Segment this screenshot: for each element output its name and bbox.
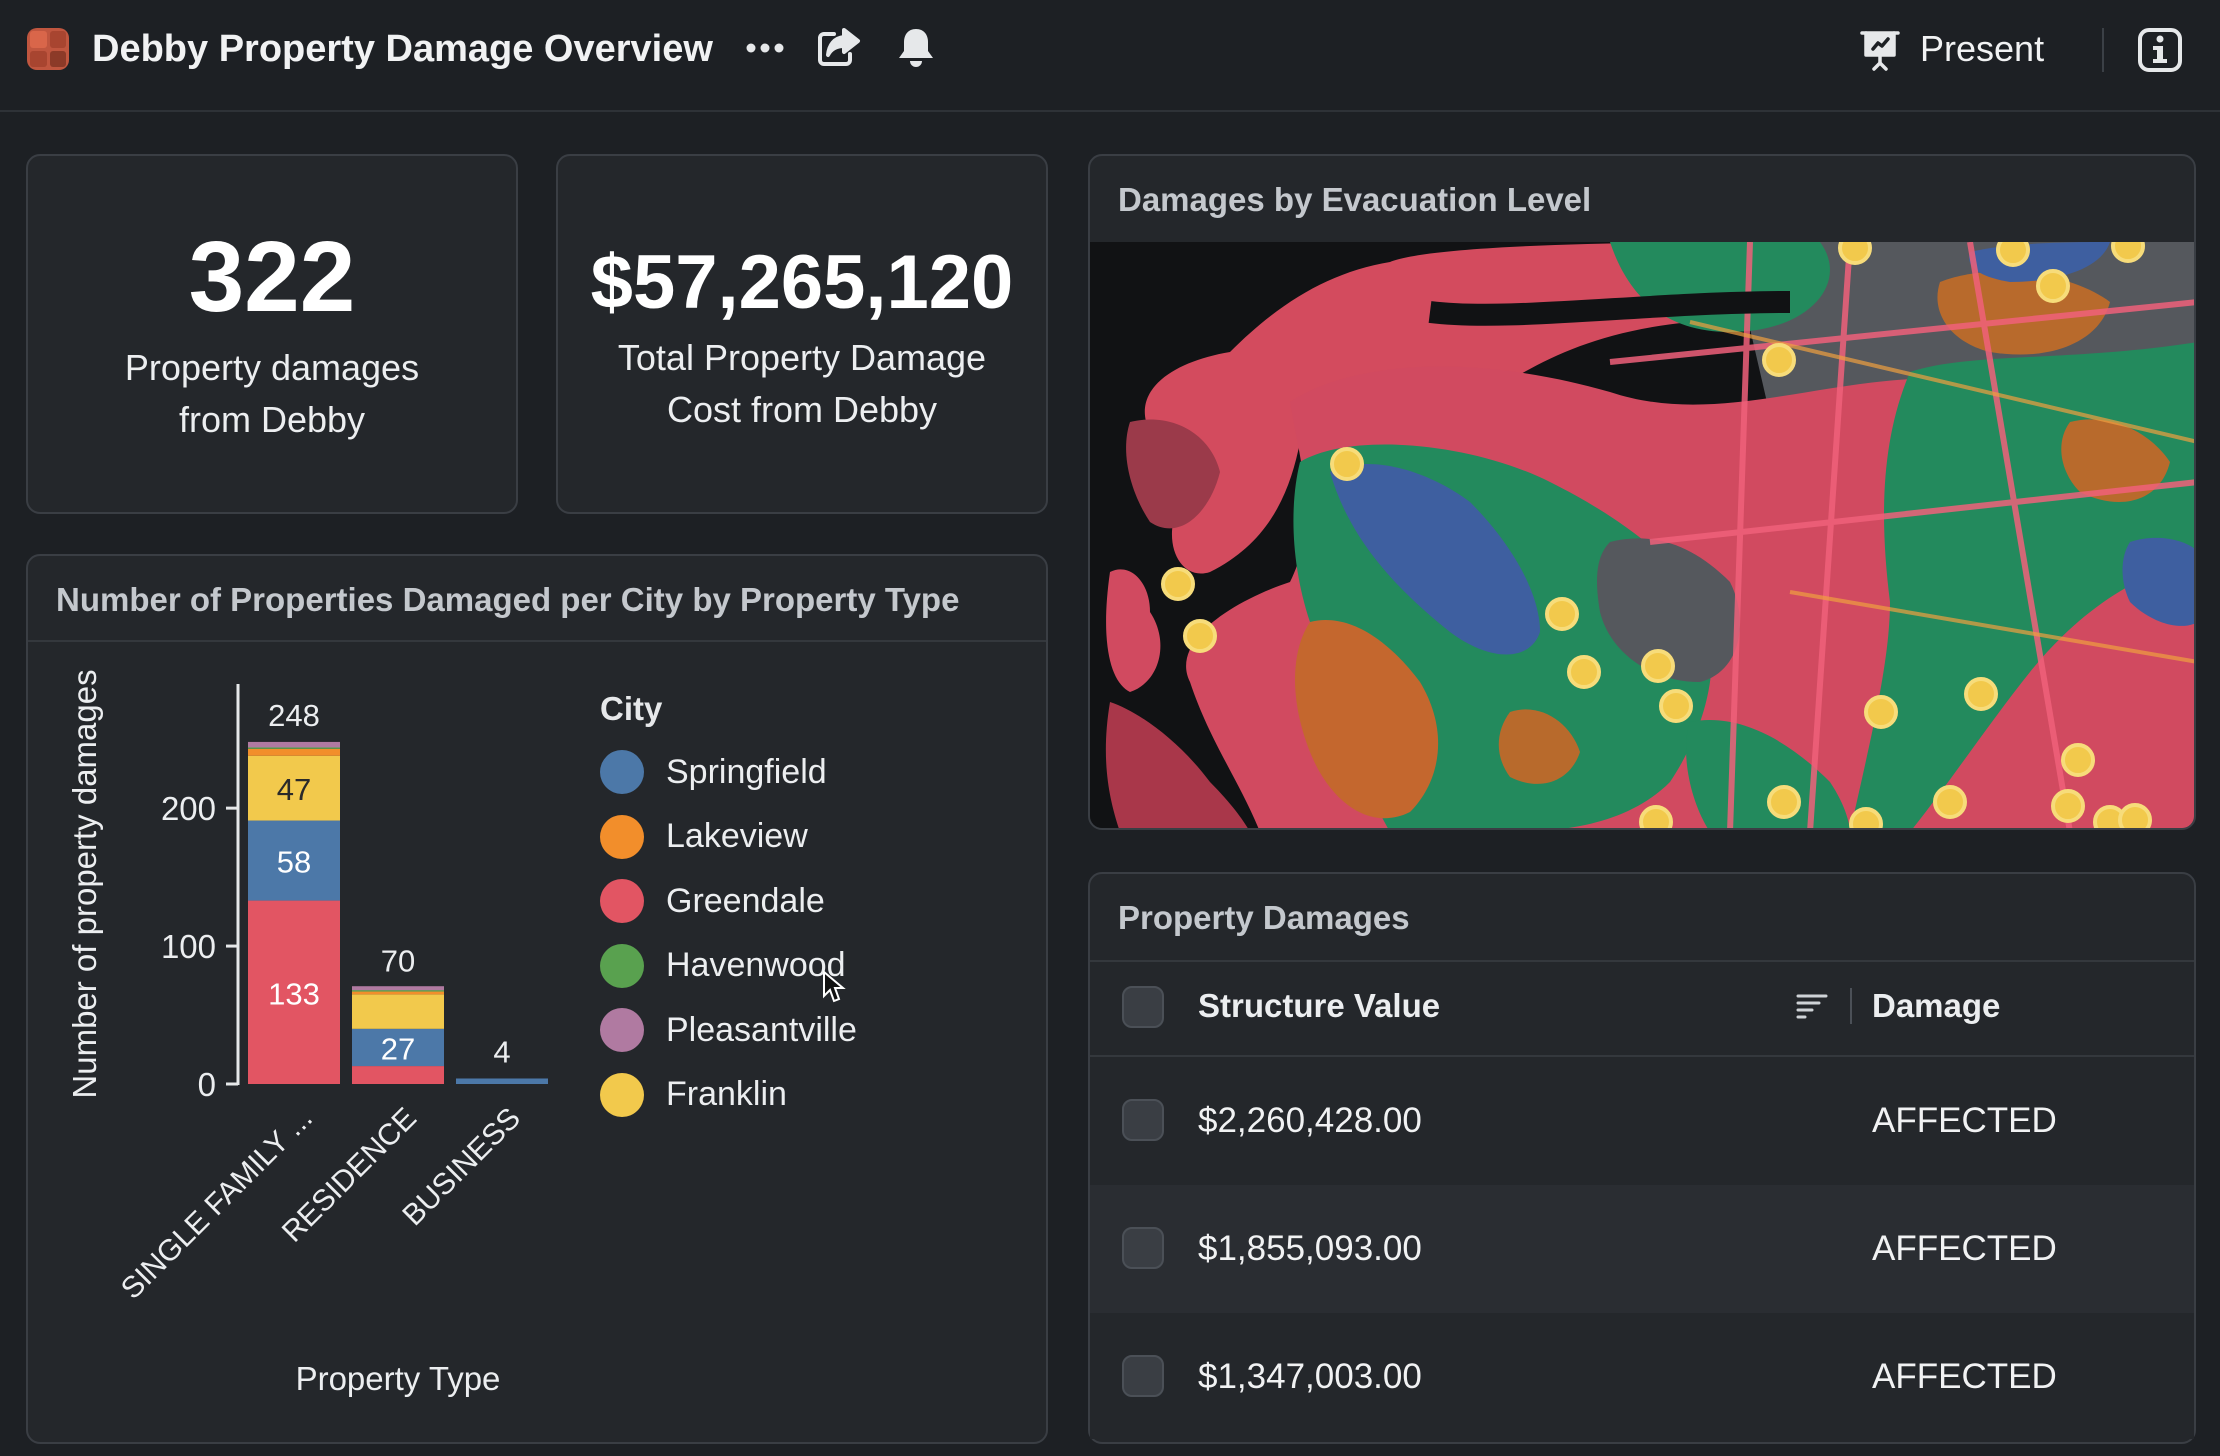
legend-label: Greendale — [666, 881, 825, 920]
bar-value-label: 47 — [277, 772, 311, 807]
row-checkbox[interactable] — [1122, 1099, 1164, 1141]
bar-total-label: 70 — [381, 943, 415, 978]
table-header-divider — [1090, 1055, 2194, 1057]
legend-item[interactable]: Pleasantville — [600, 1006, 857, 1054]
table-row[interactable]: $1,347,003.00 AFFECTED — [1090, 1313, 2194, 1439]
table-row[interactable]: $1,855,093.00 AFFECTED — [1090, 1185, 2194, 1313]
bar-value-label: 27 — [381, 1031, 415, 1066]
legend-swatch — [600, 943, 644, 988]
bar-total-label: 4 — [493, 1034, 510, 1069]
y-axis-label: Number of property damages — [66, 669, 103, 1098]
sort-icon[interactable] — [1792, 986, 1832, 1026]
info-icon[interactable] — [2136, 26, 2184, 74]
toolbar-divider — [2102, 28, 2104, 72]
bar-segment-springfield — [456, 1078, 548, 1084]
app-logo-icon — [27, 28, 69, 70]
structure-value-cell: $1,855,093.00 — [1198, 1229, 1422, 1268]
chart-panel-title: Number of Properties Damaged per City by… — [28, 556, 1046, 642]
bar-segment-lakeview — [248, 748, 340, 756]
legend-swatch — [600, 1008, 644, 1052]
legend-item[interactable]: Greendale — [600, 877, 825, 925]
column-divider — [1850, 988, 1852, 1024]
table-panel-title: Property Damages — [1090, 874, 2194, 962]
present-button[interactable]: Present — [1858, 22, 2044, 76]
legend-title: City — [600, 690, 663, 727]
row-checkbox[interactable] — [1122, 1227, 1164, 1269]
kpi-value: $57,265,120 — [590, 240, 1014, 325]
column-header-damage[interactable]: Damage — [1872, 987, 2001, 1024]
share-icon[interactable] — [814, 22, 864, 72]
row-checkbox[interactable] — [1122, 1355, 1164, 1397]
kpi-label-line1: Property damages — [124, 347, 420, 388]
evacuation-map[interactable] — [1090, 242, 2196, 830]
damage-cell: AFFECTED — [1872, 1101, 2057, 1140]
legend-swatch — [600, 1072, 644, 1117]
structure-value-cell: $1,347,003.00 — [1198, 1357, 1422, 1396]
legend-item[interactable]: Springfield — [600, 748, 827, 796]
bar-value-label: 133 — [268, 976, 320, 1011]
bar-segment-pleasantville — [248, 741, 340, 748]
bar-segment-franklin — [352, 994, 444, 1029]
legend-label: Springfield — [666, 752, 827, 791]
bar-segment-lakeview — [352, 990, 444, 995]
legend-item[interactable]: Lakeview — [600, 813, 808, 861]
dashboard-title: Debby Property Damage Overview — [92, 28, 713, 70]
presentation-icon — [1860, 31, 1900, 71]
legend-item[interactable]: Franklin — [600, 1071, 787, 1119]
legend-label: Franklin — [666, 1075, 787, 1113]
bar-segment-greendale — [352, 1066, 444, 1084]
bar-segment-greendale — [248, 900, 340, 1084]
bar-segment-springfield — [248, 820, 340, 901]
x-axis-label: Property Type — [296, 1360, 501, 1397]
mouse-cursor-icon — [823, 970, 846, 1003]
x-tick-label: SINGLE FAMILY ... — [115, 1102, 319, 1306]
bar-segment-springfield — [352, 1028, 444, 1067]
chart-panel: Number of Properties Damaged per City by… — [26, 554, 1048, 1444]
bar-segment-pleasantville — [352, 986, 444, 991]
legend-label: Pleasantville — [666, 1010, 857, 1049]
legend-label: Havenwood — [666, 946, 846, 984]
bar-total-label: 248 — [268, 698, 320, 733]
structure-value-cell: $2,260,428.00 — [1198, 1101, 1422, 1140]
legend-swatch — [600, 750, 644, 794]
bar-value-label: 58 — [277, 845, 311, 880]
map-panel: Damages by Evacuation Level — [1088, 154, 2196, 830]
legend-item[interactable]: Havenwood — [600, 942, 846, 990]
kpi-card-total-cost: $57,265,120 Total Property Damage Cost f… — [556, 154, 1048, 514]
damage-cell: AFFECTED — [1872, 1357, 2057, 1396]
kpi-label-line2: Cost from Debby — [666, 389, 938, 430]
y-tick-label: 200 — [161, 790, 216, 827]
kpi-value: 322 — [188, 221, 356, 333]
table-row[interactable]: $2,260,428.00 AFFECTED — [1090, 1057, 2194, 1185]
damage-cell: AFFECTED — [1872, 1229, 2057, 1268]
kpi-label-line1: Total Property Damage — [617, 337, 987, 378]
legend-swatch — [600, 879, 644, 923]
top-bar: Debby Property Damage Overview Present — [0, 0, 2220, 112]
y-tick-label: 100 — [161, 928, 216, 965]
kpi-card-property-damages: 322 Property damages from Debby — [26, 154, 518, 514]
map-panel-title: Damages by Evacuation Level — [1090, 156, 2194, 244]
select-all-checkbox[interactable] — [1122, 986, 1164, 1028]
y-tick-label: 0 — [198, 1066, 216, 1103]
kpi-label-line2: from Debby — [178, 399, 366, 440]
present-label: Present — [1920, 28, 2045, 69]
more-options-icon[interactable] — [742, 28, 788, 68]
notifications-bell-icon[interactable] — [892, 22, 940, 72]
column-header-structure-value[interactable]: Structure Value — [1198, 987, 1441, 1024]
legend-swatch — [600, 814, 644, 859]
legend-label: Lakeview — [666, 817, 808, 855]
bar-segment-franklin — [248, 755, 340, 821]
